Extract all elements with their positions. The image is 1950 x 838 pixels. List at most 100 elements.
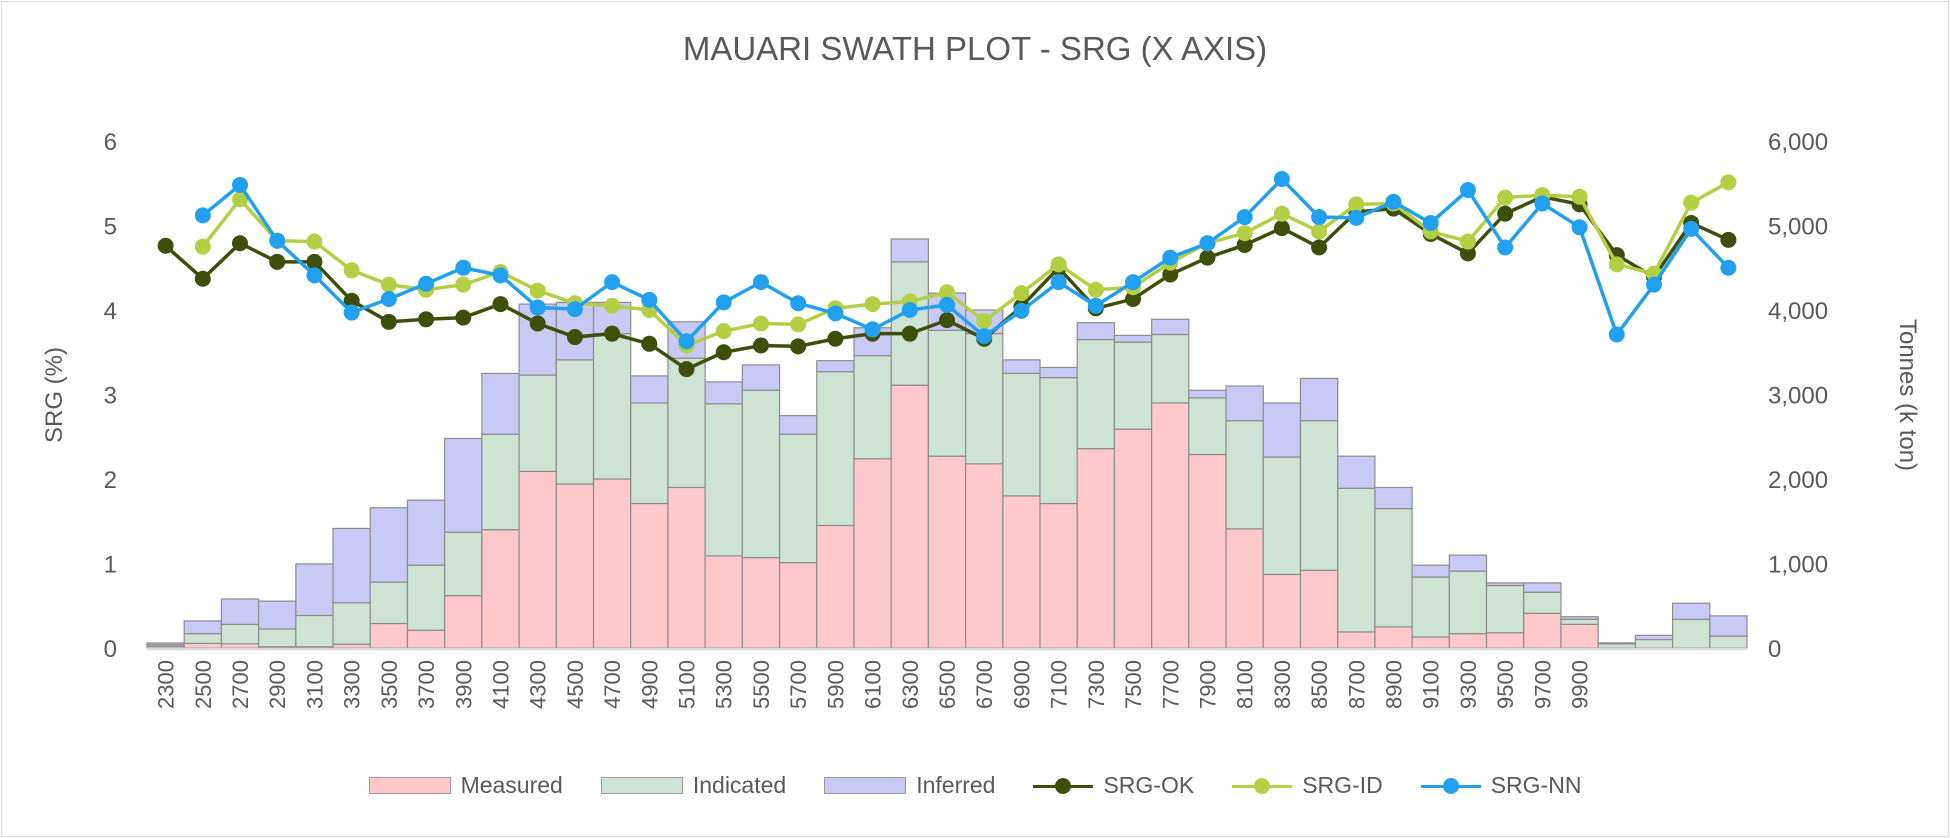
point-srg-nn — [232, 176, 249, 193]
x-tick-label: 5900 — [823, 660, 848, 709]
point-srg-nn — [827, 305, 844, 322]
bar-inferred — [778, 415, 818, 435]
bar-indicated — [1709, 635, 1748, 649]
x-tick-label: 5700 — [786, 660, 811, 709]
point-srg-nn — [715, 294, 732, 311]
bar-measured — [369, 622, 409, 649]
point-srg-id — [194, 238, 211, 255]
bar-measured — [183, 642, 223, 649]
point-srg-id — [1273, 205, 1290, 222]
point-srg-ok — [418, 311, 435, 328]
bar-indicated — [1411, 576, 1450, 638]
point-srg-ok — [1273, 220, 1290, 237]
srg-nn-marker — [1420, 776, 1481, 796]
point-srg-nn — [1645, 276, 1662, 293]
bar-measured — [1225, 528, 1264, 649]
bar-inferred — [1002, 359, 1041, 374]
bar-indicated — [853, 355, 892, 460]
point-srg-id — [343, 262, 360, 279]
bar-indicated — [369, 581, 409, 625]
bar-measured — [890, 384, 929, 649]
point-srg-id — [1497, 189, 1514, 206]
bar-inferred — [1337, 455, 1376, 489]
point-srg-nn — [492, 267, 509, 284]
chart-title: MAUARI SWATH PLOT - SRG (X AXIS) — [683, 30, 1267, 67]
point-srg-ok — [1162, 266, 1179, 283]
bar-measured — [1523, 612, 1562, 649]
point-srg-nn — [1236, 209, 1253, 226]
point-srg-id — [1720, 174, 1737, 191]
bar-inferred — [1671, 602, 1711, 620]
bar-indicated — [220, 623, 260, 645]
legend: Measured Indicated Inferred SRG-OK SRG-I… — [0, 772, 1950, 799]
point-srg-nn — [752, 274, 769, 291]
bar-inferred — [1151, 318, 1190, 336]
legend-label: SRG-ID — [1302, 772, 1383, 798]
point-srg-nn — [1385, 193, 1402, 210]
bar-indicated — [704, 403, 743, 557]
bar-indicated — [1262, 456, 1302, 576]
point-srg-nn — [790, 295, 807, 312]
point-srg-ok — [1199, 249, 1216, 266]
bar-measured — [1448, 633, 1488, 649]
bar-inferred — [890, 238, 929, 263]
bar-indicated — [592, 333, 632, 480]
x-tick-label: 7900 — [1195, 660, 1220, 709]
point-srg-ok — [827, 330, 844, 347]
bar-inferred — [481, 372, 520, 435]
srg-id-marker — [1232, 776, 1293, 796]
srg-ok-marker — [1033, 776, 1094, 796]
x-tick-label: 7300 — [1084, 660, 1109, 709]
bar-inferred — [1597, 642, 1636, 645]
bar-measured — [667, 486, 706, 649]
point-srg-nn — [939, 296, 955, 313]
indicated-swatch — [600, 777, 683, 794]
bar-indicated — [1560, 618, 1599, 625]
point-srg-nn — [641, 291, 658, 308]
bar-inferred — [1113, 334, 1153, 343]
point-srg-nn — [1050, 274, 1067, 291]
point-srg-ok — [380, 313, 397, 330]
x-tick-label: 6500 — [935, 660, 960, 709]
x-tick-label: 4500 — [563, 660, 588, 709]
bar-inferred — [1262, 402, 1302, 458]
bar-indicated — [295, 614, 334, 648]
point-srg-id — [1571, 188, 1588, 205]
bar-inferred — [1039, 366, 1078, 379]
point-srg-ok — [752, 337, 769, 354]
bar-inferred — [1076, 322, 1116, 341]
y2-tick-label: 5,000 — [1768, 214, 1828, 241]
legend-item-srg-ok: SRG-OK — [1033, 772, 1194, 799]
x-tick-label: 5300 — [712, 660, 737, 709]
y2-tick-label: 0 — [1768, 636, 1781, 663]
x-tick-label: 8100 — [1233, 660, 1258, 709]
point-srg-ok — [790, 338, 807, 355]
bar-indicated — [1113, 341, 1153, 430]
bar-inferred — [1560, 616, 1599, 620]
x-tick-label: 5500 — [749, 660, 774, 709]
y2-tick-label: 2,000 — [1768, 467, 1828, 494]
bar-indicated — [1039, 377, 1078, 505]
point-srg-nn — [976, 328, 993, 345]
bar-indicated — [1337, 487, 1376, 633]
point-srg-id — [529, 282, 546, 299]
point-srg-nn — [306, 267, 323, 284]
bar-measured — [853, 458, 892, 649]
inferred-swatch — [824, 777, 907, 794]
bar-measured — [927, 455, 967, 649]
bar-inferred — [369, 507, 409, 583]
bar-measured — [741, 556, 781, 649]
bar-indicated — [630, 402, 669, 505]
bar-indicated — [183, 633, 223, 644]
legend-item-srg-id: SRG-ID — [1232, 772, 1383, 799]
point-srg-id — [1236, 225, 1253, 242]
point-srg-nn — [1013, 302, 1030, 319]
y-tick-label: 3 — [104, 383, 117, 410]
bar-inferred — [258, 600, 297, 630]
bar-measured — [1337, 631, 1376, 649]
bar-indicated — [444, 531, 483, 597]
bar-indicated — [1671, 618, 1711, 649]
bar-measured — [1262, 573, 1302, 649]
